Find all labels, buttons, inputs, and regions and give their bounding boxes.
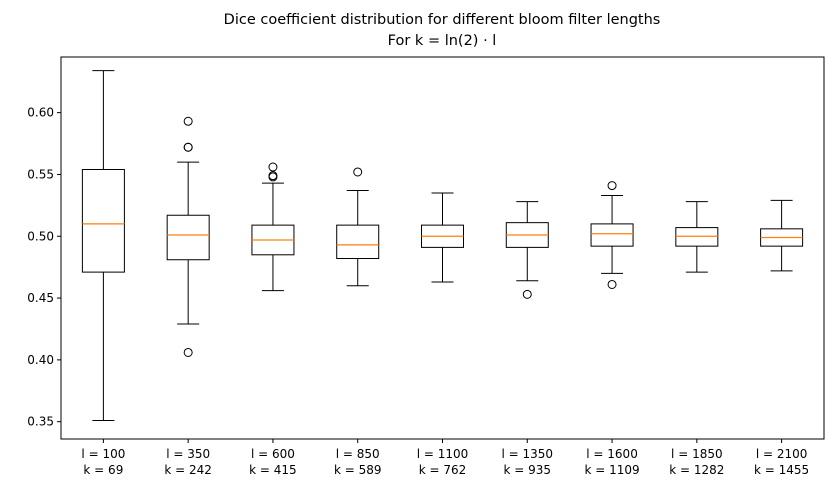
box-4-iqr-rect [336,224,380,260]
x-tick-label-k-8: k = 1282 [669,463,724,477]
box-7-outlier-1 [607,181,617,191]
y-tick-label-1: 0.40 [27,353,54,367]
box-2-iqr-rect [166,214,210,261]
x-tick-label-k-9: k = 1455 [754,463,809,477]
x-tick-label-l-9: l = 2100 [756,447,808,461]
y-tick-label-5: 0.60 [27,106,54,120]
x-tick-label-k-2: k = 242 [164,463,212,477]
x-tick-label-l-8: l = 1850 [671,447,723,461]
box-8-iqr-rect [675,227,719,247]
box-4-outlier-1 [353,167,363,177]
x-tick-label-l-7: l = 1600 [586,447,638,461]
box-3-outlier-3 [268,172,278,182]
box-2-outlier-4 [183,347,193,357]
y-tick-label-2: 0.45 [27,291,54,305]
x-tick-label-l-6: l = 1350 [501,447,553,461]
x-tick-label-k-5: k = 762 [419,463,467,477]
y-tick-label-4: 0.55 [27,167,54,181]
x-tick-label-k-7: k = 1109 [584,463,639,477]
x-tick-label-l-3: l = 600 [251,447,295,461]
box-3-outlier-1 [268,162,278,172]
x-tick-label-k-6: k = 935 [504,463,552,477]
box-2-outlier-1 [183,116,193,126]
x-tick-label-k-1: k = 69 [83,463,123,477]
box-1-iqr-rect [81,168,125,273]
plot-area: 0.35 0.40 0.45 0.50 0.55 0.60 l = 100 k = 69 l =… [27,70,809,477]
x-tick-label-l-1: l = 100 [81,447,125,461]
y-tick-label-3: 0.50 [27,229,54,243]
box-7-outlier-2 [607,279,617,289]
x-tick-label-l-2: l = 350 [166,447,210,461]
chart-subtitle: For k = ln(2) · l [388,33,497,49]
axes-frame [60,56,825,440]
x-tick-label-l-5: l = 1100 [417,447,469,461]
x-tick-label-k-4: k = 589 [334,463,382,477]
x-tick-label-k-3: k = 415 [249,463,297,477]
box-7-iqr-rect [590,223,634,247]
y-tick-label-0: 0.35 [27,415,54,429]
chart-title: Dice coefficient distribution for differ… [224,12,661,28]
box-6-outlier-1 [522,289,532,299]
box-2-outlier-3 [183,142,193,152]
x-tick-label-l-4: l = 850 [336,447,380,461]
